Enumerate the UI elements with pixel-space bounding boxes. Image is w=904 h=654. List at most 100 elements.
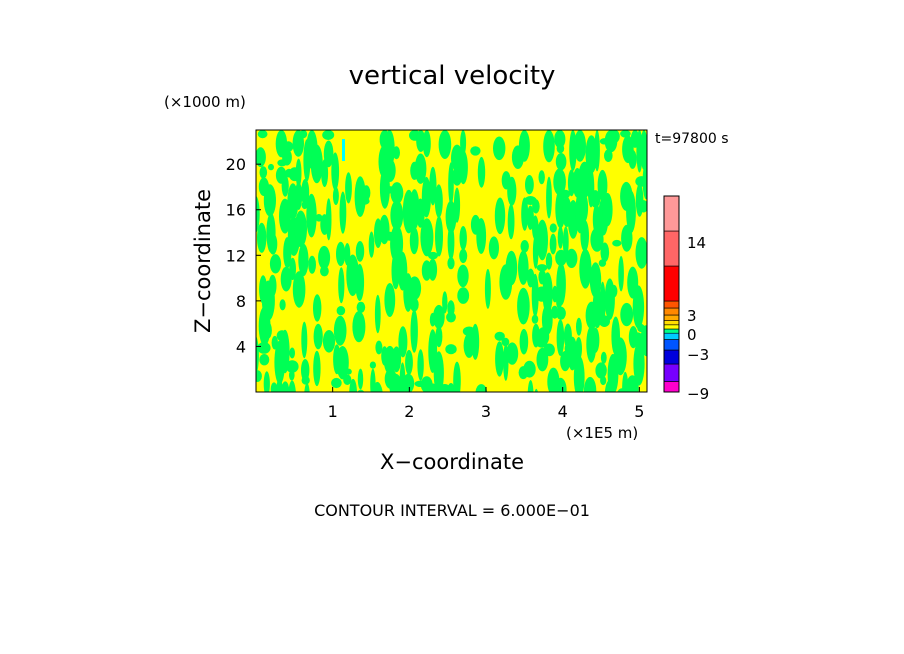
field-contour-blob [355, 263, 365, 302]
field-contour-blob [355, 241, 365, 262]
field-contour-blob [357, 389, 365, 392]
field-contour-blob [565, 248, 578, 268]
field-contour-blob [435, 216, 443, 257]
field-contour-blob [459, 248, 468, 264]
field-contour-blob [604, 278, 615, 321]
field-contour-blob [315, 214, 323, 222]
field-contour-blob [612, 239, 622, 247]
field-contour-blob [518, 130, 530, 162]
field-contour-blob [519, 328, 529, 355]
field-contour-blob [428, 251, 438, 260]
field-contour-blob [493, 136, 506, 161]
y-axis-label: Z−coordinate [191, 189, 215, 333]
field-contour-blob [268, 233, 278, 255]
colorbar-segment [663, 324, 680, 330]
field-contour-blob [331, 377, 342, 389]
field-contour-blob [263, 184, 276, 217]
field-contour-blob [597, 169, 608, 202]
field-contour-blob [594, 130, 600, 172]
x-tick-label: 5 [634, 402, 644, 421]
x-tick-label: 3 [481, 402, 491, 421]
field-contour-blob [323, 140, 334, 168]
field-contour-blob [409, 297, 419, 312]
y-axis-ticks: 4 8 12 16 20 [226, 155, 261, 356]
y-tick-label: 8 [236, 292, 246, 311]
field-contour-blob [518, 250, 529, 285]
field-contour-blob [281, 381, 290, 392]
field-contour-blob [579, 192, 589, 223]
field-contour-blob [495, 341, 504, 377]
field-contour-blob [576, 317, 582, 336]
field-contour-blob [598, 315, 611, 328]
field-contour-blob [345, 172, 352, 204]
field-contour-blob [477, 156, 486, 188]
plot-frame [255, 129, 648, 393]
colorbar-segment [663, 300, 680, 309]
field-contour-blob [561, 189, 571, 199]
field-contour-blob [555, 153, 567, 171]
field-contour-blob [575, 337, 582, 361]
field-contour-blob [281, 174, 289, 197]
colorbar-label: 0 [687, 326, 697, 344]
field-contour-blob [384, 158, 396, 182]
colorbar-segment [663, 307, 680, 316]
field-contour-blob [556, 143, 565, 154]
field-contour-blob [259, 166, 268, 179]
field-contour-blob [301, 321, 308, 359]
field-contour-blob [599, 281, 606, 325]
field-contour-blob [313, 350, 321, 387]
field-contour-blob [526, 205, 534, 230]
field-contour-blob [633, 341, 645, 386]
field-contour-blob [289, 370, 295, 381]
field-contour-blob [301, 178, 310, 207]
field-contour-blob [556, 295, 563, 309]
field-contour-blob [598, 259, 607, 267]
chart-title: vertical velocity [349, 61, 556, 91]
field-contour-blob [434, 184, 443, 218]
field-contour-blob [420, 218, 434, 257]
field-contour-blob [356, 301, 366, 313]
field-contour-blob [299, 130, 308, 139]
field-contour-blob [549, 233, 557, 255]
field-contour-blob [320, 265, 329, 277]
y-axis-unit: (×1000 m) [164, 93, 246, 111]
field-contour-blob [332, 187, 339, 205]
field-contour-blob [352, 311, 366, 343]
colorbar-label: 14 [687, 234, 706, 252]
colorbar-segment [663, 320, 680, 326]
field-contour-blob [546, 176, 552, 219]
field-contour-blob [362, 185, 371, 201]
field-contour-blob [336, 346, 349, 380]
field-contour-blob [279, 299, 286, 311]
field-contour-blob [471, 323, 480, 360]
field-contour-blob [374, 294, 381, 334]
field-contour-blob [259, 354, 270, 366]
field-contour-blob [457, 287, 470, 304]
field-contour-blob [446, 312, 456, 323]
field-contour-blob [592, 287, 602, 329]
field-contour-blob [644, 327, 647, 357]
field-contour-blob [590, 190, 601, 208]
field-contour-blob [306, 193, 317, 238]
field-contour-blob [318, 245, 331, 270]
field-contour-blob [448, 162, 454, 206]
field-contour-blob [580, 219, 589, 252]
field-contour-blob [391, 346, 402, 373]
field-contour-blob [313, 294, 322, 322]
field-contour-blob [325, 198, 332, 241]
field-spot [342, 139, 345, 161]
field-contour-blob [574, 130, 586, 162]
field-contour-blob [505, 250, 518, 286]
field-contour-blob [268, 274, 277, 297]
field-contour-blob [392, 146, 400, 160]
field-contour-blob [445, 344, 457, 355]
colorbar-segment [663, 349, 680, 365]
field-contour-blob [470, 146, 481, 156]
field-contour-blob [583, 376, 597, 392]
field-contour-blob [642, 163, 647, 200]
field-contour-blob [447, 257, 455, 270]
colorbar [663, 195, 680, 393]
field-contour-blob [285, 360, 299, 373]
field-contour-blob [545, 252, 553, 270]
x-tick-label: 4 [558, 402, 568, 421]
